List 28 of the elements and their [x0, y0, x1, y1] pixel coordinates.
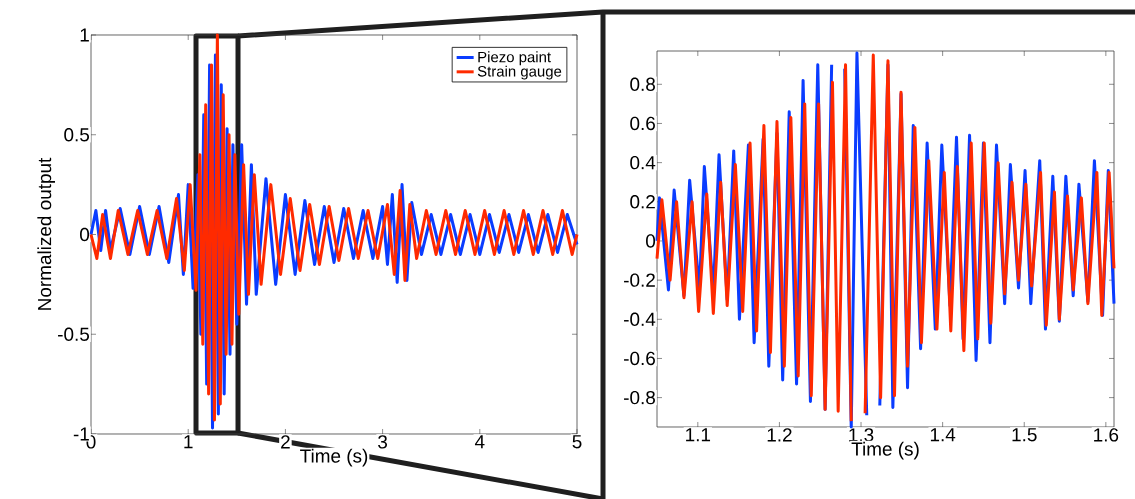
y-axis-title: Normalized output: [37, 157, 55, 310]
x-tick-label: 1.1: [686, 428, 711, 442]
y-tick-label: -0.4: [624, 312, 656, 326]
x-tick-label: 1.2: [767, 428, 792, 442]
legend-label: Piezo paint: [478, 51, 551, 66]
x-axis-title: Time (s): [300, 448, 368, 467]
x-tick-label: 2: [281, 435, 290, 449]
y-tick-label: -0.8: [624, 390, 655, 405]
y-tick-label: -0.2: [624, 273, 655, 287]
x-axis-title: Time (s): [851, 441, 919, 460]
y-tick-label: 0.2: [630, 195, 655, 209]
y-tick-label: 0.8: [630, 77, 655, 91]
x-tick-label: 1.6: [1094, 428, 1119, 442]
x-tick-label: 3: [378, 435, 388, 449]
y-tick-label: 0.5: [64, 128, 90, 142]
x-tick-label: 1: [184, 435, 193, 449]
x-tick-label: 1.4: [930, 428, 956, 442]
y-tick-label: 0: [646, 234, 656, 248]
y-tick-label: 0.6: [630, 116, 655, 131]
y-tick-label: -0.5: [58, 327, 90, 341]
y-tick-label: 0: [80, 227, 90, 242]
x-tick-label: 4: [474, 435, 485, 449]
y-tick-label: 1: [80, 28, 89, 42]
y-tick-label: -0.6: [624, 351, 655, 366]
y-tick-label: 0.4: [630, 155, 656, 170]
x-tick-label: 5: [572, 435, 582, 449]
x-tick-label: 1.5: [1012, 428, 1037, 442]
legend-label: Strain gauge: [477, 65, 562, 80]
